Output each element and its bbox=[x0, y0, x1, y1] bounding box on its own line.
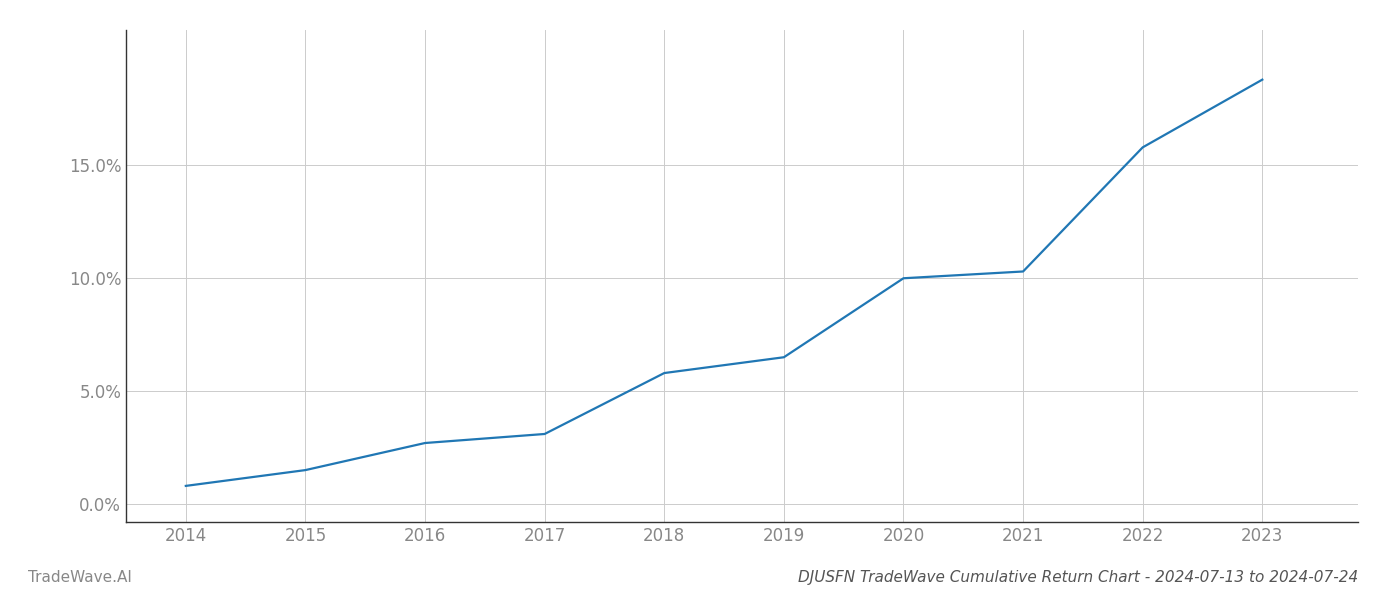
Text: TradeWave.AI: TradeWave.AI bbox=[28, 570, 132, 585]
Text: DJUSFN TradeWave Cumulative Return Chart - 2024-07-13 to 2024-07-24: DJUSFN TradeWave Cumulative Return Chart… bbox=[798, 570, 1358, 585]
